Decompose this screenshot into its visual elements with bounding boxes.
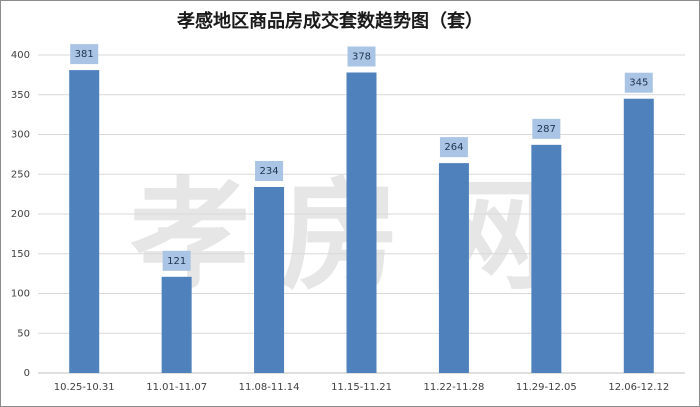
value-label: 378 (352, 51, 371, 62)
y-tick-label: 350 (11, 90, 30, 101)
x-tick-label: 11.29-12.05 (516, 382, 577, 393)
value-label-box (439, 137, 468, 158)
value-label-box (624, 72, 653, 93)
value-label-box (70, 44, 99, 65)
y-tick-label: 100 (11, 289, 30, 300)
x-tick-label: 11.01-11.07 (146, 382, 207, 393)
x-tick-label: 11.22-11.28 (423, 382, 484, 393)
x-tick-label: 11.08-11.14 (239, 382, 300, 393)
bar (346, 72, 377, 374)
y-tick-label: 250 (11, 169, 30, 180)
bar (254, 186, 285, 373)
bar (69, 70, 100, 373)
chart-title: 孝感地区商品房成交套数趋势图（套） (176, 10, 483, 32)
value-label: 121 (167, 256, 186, 267)
y-tick-label: 300 (11, 130, 30, 141)
x-tick-label: 11.15-11.21 (331, 382, 392, 393)
value-label-box (532, 118, 561, 139)
x-tick-label: 10.25-10.31 (54, 382, 115, 393)
y-tick-label: 0 (24, 368, 30, 379)
value-label: 234 (260, 166, 279, 177)
y-tick-label: 150 (11, 249, 30, 260)
y-tick-label: 50 (17, 328, 30, 339)
bar (531, 144, 562, 373)
value-label: 287 (537, 124, 556, 135)
x-tick-label: 12.06-12.12 (608, 382, 669, 393)
value-label: 345 (629, 78, 648, 89)
value-label: 264 (444, 142, 463, 153)
value-label-box (255, 160, 284, 181)
watermark: 孝房网 (130, 168, 580, 307)
value-label-box (162, 250, 191, 271)
bar (623, 98, 654, 373)
bar (438, 163, 469, 373)
y-tick-label: 200 (11, 209, 30, 220)
bar (161, 276, 192, 373)
value-label: 381 (75, 49, 94, 60)
value-label-box (347, 46, 376, 67)
y-tick-label: 400 (11, 50, 30, 61)
